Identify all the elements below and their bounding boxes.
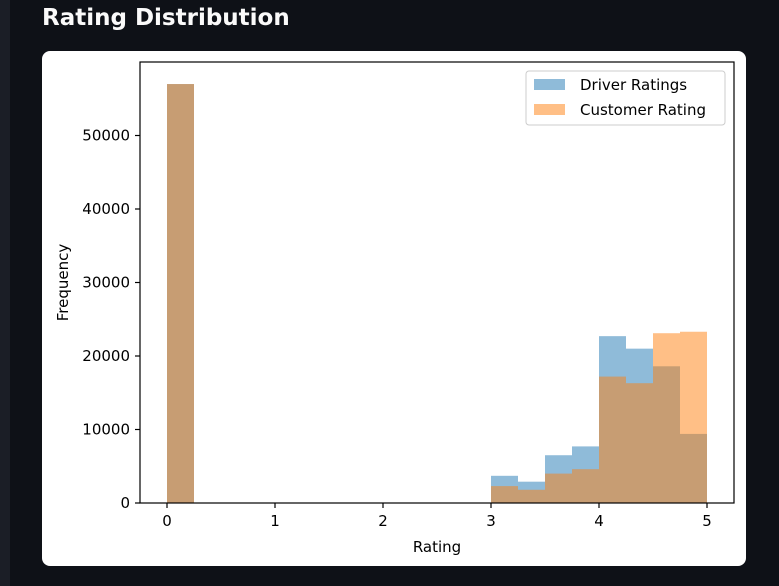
y-tick-label-5: 50000	[82, 127, 130, 145]
legend: Driver Ratings Customer Rating	[525, 70, 726, 126]
x-tick-label-5: 5	[702, 512, 712, 530]
y-tick-label-1: 10000	[82, 421, 130, 439]
bar-series-1-bin-0	[167, 84, 194, 504]
bar-series-1-bin-19	[680, 331, 707, 503]
bar-series-1-bin-16	[599, 376, 626, 503]
x-tick-label-1: 1	[270, 512, 280, 530]
legend-swatch-0	[534, 79, 565, 90]
chart-card: 0 1 2 3 4 5 0 10000 20000 30000 40000 50000 Rating …	[42, 51, 746, 566]
x-tick-label-2: 2	[378, 512, 388, 530]
y-tick-label-4: 40000	[82, 200, 130, 218]
sidebar-edge	[0, 0, 10, 586]
legend-swatch-1	[534, 104, 565, 115]
legend-label-1: Customer Rating	[580, 101, 706, 119]
axes: 0 1 2 3 4 5 0 10000 20000 30000 40000 50000	[82, 61, 735, 530]
section-title: Rating Distribution	[42, 5, 290, 31]
bar-series-1-bin-15	[572, 469, 599, 503]
legend-box	[525, 70, 726, 126]
y-tick-label-0: 0	[120, 494, 130, 512]
bar-series-1-bin-13	[518, 489, 545, 503]
bar-series-1-bin-17	[626, 383, 653, 503]
histogram-bars	[167, 84, 707, 504]
y-axis-label: Frequency	[54, 244, 72, 322]
x-tick-label-0: 0	[162, 512, 172, 530]
legend-label-0: Driver Ratings	[580, 76, 687, 94]
y-tick-label-3: 30000	[82, 274, 130, 292]
x-tick-label-4: 4	[594, 512, 604, 530]
bar-series-1-bin-12	[491, 486, 518, 503]
bar-series-1-bin-14	[545, 473, 572, 503]
x-tick-label-3: 3	[486, 512, 496, 530]
y-tick-label-2: 20000	[82, 347, 130, 365]
bar-series-1-bin-18	[653, 333, 680, 503]
x-axis-label: Rating	[413, 538, 461, 556]
